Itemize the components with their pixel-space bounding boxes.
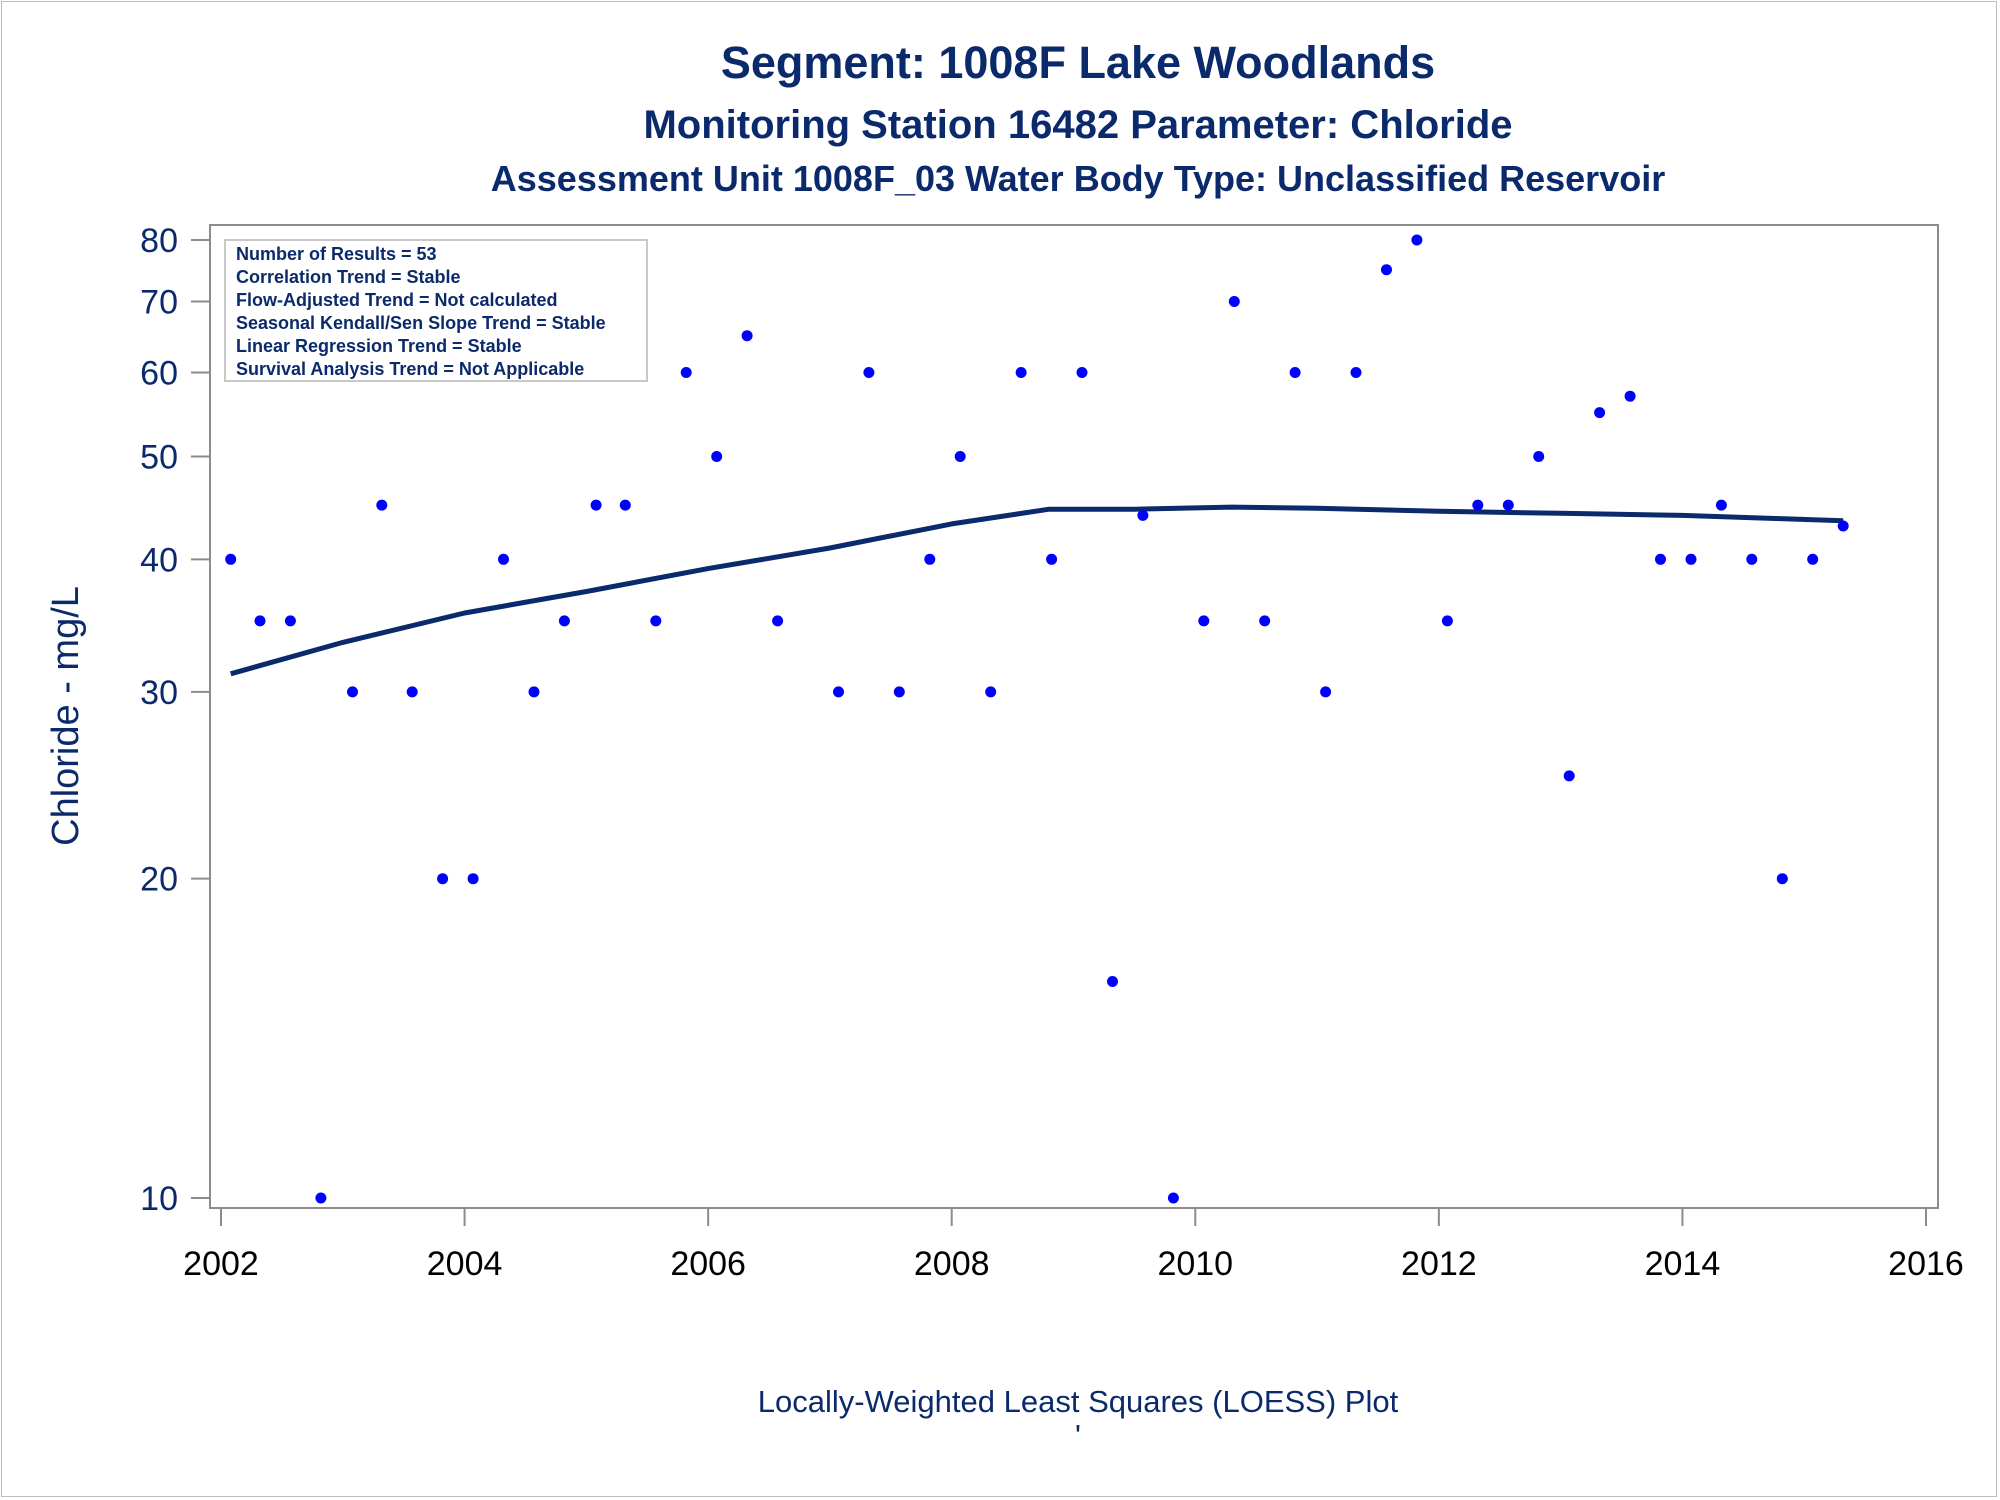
data-point bbox=[1472, 499, 1484, 511]
data-point bbox=[1837, 520, 1849, 532]
data-point bbox=[954, 451, 966, 462]
y-tick-label: 60 bbox=[140, 355, 178, 393]
x-tick-label: 2004 bbox=[427, 1245, 503, 1283]
data-point bbox=[711, 451, 723, 462]
data-point bbox=[225, 553, 237, 565]
data-point bbox=[1807, 553, 1819, 565]
data-point bbox=[1259, 615, 1271, 627]
data-point bbox=[406, 686, 418, 698]
y-tick-label: 70 bbox=[140, 284, 178, 322]
data-point bbox=[1289, 367, 1301, 378]
data-point bbox=[437, 873, 449, 885]
annotation-line-survival-analysis-trend: Survival Analysis Trend = Not Applicable bbox=[236, 359, 584, 379]
x-axis: 2002 2004 2006 2008 2010 2012 2014 2016 bbox=[183, 1208, 1964, 1283]
scatter-series bbox=[225, 234, 1849, 1204]
annotation-box: Number of Results = 53 Correlation Trend… bbox=[224, 239, 648, 382]
loess-trend-line bbox=[230, 504, 1844, 677]
y-tick-label: 50 bbox=[140, 439, 178, 477]
footnote-mark: ' bbox=[1075, 1418, 1081, 1453]
y-axis-label: Chloride - mg/L bbox=[45, 586, 87, 846]
data-point bbox=[772, 615, 784, 627]
x-tick-label: 2012 bbox=[1401, 1245, 1477, 1283]
chart-subtitle: Monitoring Station 16482 Parameter: Chlo… bbox=[643, 103, 1512, 147]
chart-title: Segment: 1008F Lake Woodlands bbox=[721, 37, 1435, 88]
data-point bbox=[1533, 451, 1545, 462]
data-point bbox=[1502, 499, 1514, 511]
data-point bbox=[1228, 296, 1240, 307]
data-point bbox=[558, 615, 570, 627]
annotation-line-number-of-results: Number of Results = 53 bbox=[236, 244, 437, 264]
data-point bbox=[1350, 367, 1362, 378]
data-point bbox=[1015, 367, 1027, 378]
annotation-line-seasonal-kendall-trend: Seasonal Kendall/Sen Slope Trend = Stabl… bbox=[236, 313, 606, 333]
data-point bbox=[1563, 770, 1575, 782]
data-point bbox=[1320, 686, 1332, 698]
data-point bbox=[650, 615, 662, 627]
data-point bbox=[1441, 615, 1453, 627]
data-point bbox=[893, 686, 905, 698]
data-point bbox=[741, 330, 753, 342]
y-tick-label: 10 bbox=[140, 1180, 178, 1218]
data-point bbox=[924, 553, 936, 565]
data-point bbox=[833, 686, 844, 698]
data-point bbox=[1076, 367, 1088, 378]
y-axis: 10 20 30 40 50 60 70 80 bbox=[140, 222, 211, 1218]
data-point bbox=[254, 615, 266, 627]
data-point bbox=[1624, 390, 1636, 402]
data-point bbox=[1381, 264, 1392, 276]
chart-footnote: Locally-Weighted Least Squares (LOESS) P… bbox=[758, 1384, 1399, 1419]
loess-trend-series bbox=[230, 504, 1844, 677]
data-point bbox=[1046, 553, 1058, 565]
x-tick-label: 2006 bbox=[670, 1245, 746, 1283]
data-point bbox=[347, 686, 358, 698]
data-point bbox=[863, 367, 875, 378]
x-tick-label: 2010 bbox=[1157, 1245, 1233, 1283]
y-tick-label: 40 bbox=[140, 541, 178, 579]
data-point bbox=[1167, 1192, 1179, 1204]
data-point bbox=[985, 686, 997, 698]
x-tick-label: 2002 bbox=[183, 1245, 259, 1283]
data-point bbox=[1655, 553, 1666, 565]
x-tick-label: 2014 bbox=[1645, 1245, 1721, 1283]
data-point bbox=[590, 499, 602, 511]
data-point bbox=[1198, 615, 1210, 627]
data-point bbox=[498, 553, 509, 565]
y-tick-label: 20 bbox=[140, 861, 178, 899]
data-point bbox=[467, 873, 479, 885]
annotation-line-flow-adjusted-trend: Flow-Adjusted Trend = Not calculated bbox=[236, 290, 558, 310]
y-tick-label: 30 bbox=[140, 674, 178, 712]
data-point bbox=[376, 499, 388, 511]
data-point bbox=[680, 367, 692, 378]
data-point bbox=[619, 499, 631, 511]
data-point bbox=[1107, 976, 1118, 987]
data-point bbox=[315, 1192, 327, 1204]
data-point bbox=[1776, 873, 1788, 885]
data-point bbox=[1715, 499, 1727, 511]
chart-subtitle-2: Assessment Unit 1008F_03 Water Body Type… bbox=[491, 158, 1665, 199]
x-tick-label: 2008 bbox=[914, 1245, 990, 1283]
x-tick-label: 2016 bbox=[1888, 1245, 1964, 1283]
y-tick-label: 80 bbox=[140, 222, 178, 260]
data-point bbox=[1411, 234, 1423, 246]
annotation-line-correlation-trend: Correlation Trend = Stable bbox=[236, 267, 461, 287]
annotation-line-linear-regression-trend: Linear Regression Trend = Stable bbox=[236, 336, 522, 356]
data-point bbox=[1685, 553, 1697, 565]
data-point bbox=[1746, 553, 1758, 565]
data-point bbox=[528, 686, 540, 698]
data-point bbox=[1137, 509, 1149, 521]
data-point bbox=[284, 615, 296, 627]
data-point bbox=[1594, 407, 1606, 419]
